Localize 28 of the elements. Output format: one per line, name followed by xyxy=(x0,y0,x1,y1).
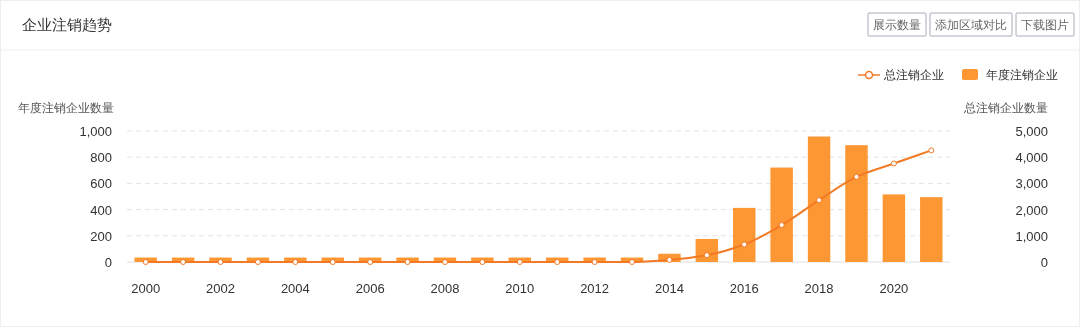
y-tick-label: 400 xyxy=(90,202,112,218)
y2-tick-label: 5,000 xyxy=(1015,124,1048,139)
x-tick-label: 2018 xyxy=(804,281,834,296)
x-tick-label: 2006 xyxy=(355,281,385,296)
x-tick-label: 2000 xyxy=(131,281,161,296)
x-tick-label: 2014 xyxy=(654,281,684,296)
y2-tick-label: 1,000 xyxy=(1015,228,1048,244)
y-tick-label: 600 xyxy=(90,176,112,192)
y2-tick-label: 2,000 xyxy=(1015,202,1048,218)
x-tick-label: 2020 xyxy=(879,281,909,296)
y2-tick-label: 0 xyxy=(1040,255,1048,270)
x-tick-label: 2008 xyxy=(430,281,460,296)
y-tick-label: 800 xyxy=(90,150,112,166)
y2-tick-label: 4,000 xyxy=(1015,150,1048,166)
legend-label: 年度注销企业 xyxy=(986,68,1058,82)
x-tick-label: 2010 xyxy=(505,281,535,296)
y-tick-label: 1,000 xyxy=(79,124,112,139)
chart-title: 企业注销趋势 xyxy=(22,16,112,33)
x-tick-label: 2004 xyxy=(280,281,310,296)
y-tick-label: 0 xyxy=(104,255,112,270)
x-tick-label: 2016 xyxy=(729,281,759,296)
x-tick-label: 2002 xyxy=(206,281,235,296)
y-axis-title: 年度注销企业数量 xyxy=(18,101,114,115)
y2-axis-title: 总注销企业数量 xyxy=(963,101,1048,115)
legend-label: 总注销企业 xyxy=(883,68,944,82)
x-tick-label: 2012 xyxy=(580,281,610,296)
y2-tick-label: 3,000 xyxy=(1015,176,1048,192)
y-tick-label: 200 xyxy=(90,228,112,244)
